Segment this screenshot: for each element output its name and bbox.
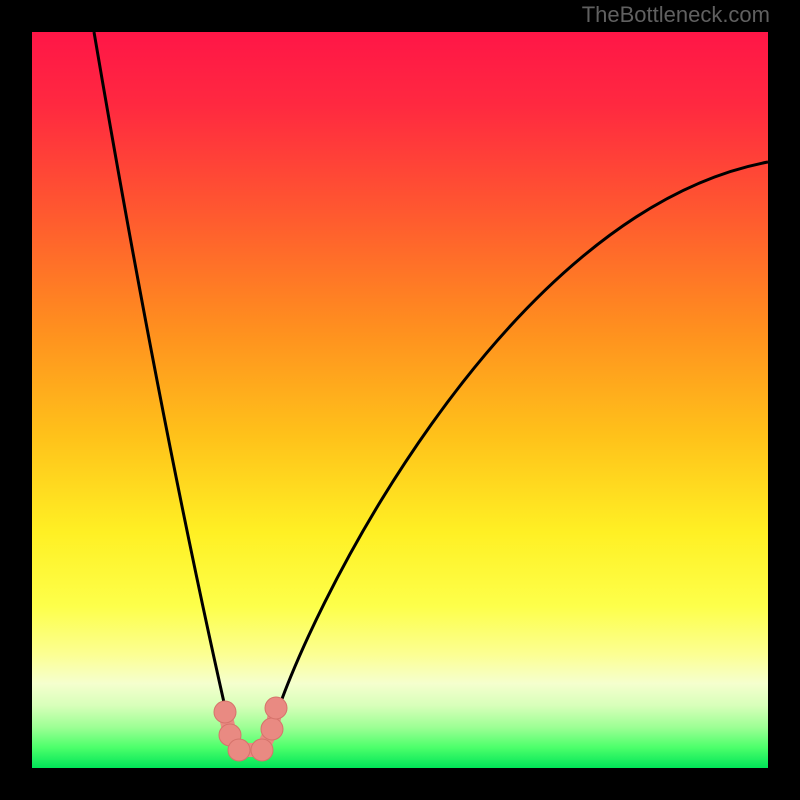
chart-stage: TheBottleneck.com	[0, 0, 800, 800]
watermark-text: TheBottleneck.com	[582, 2, 770, 28]
plot-area	[32, 32, 768, 768]
